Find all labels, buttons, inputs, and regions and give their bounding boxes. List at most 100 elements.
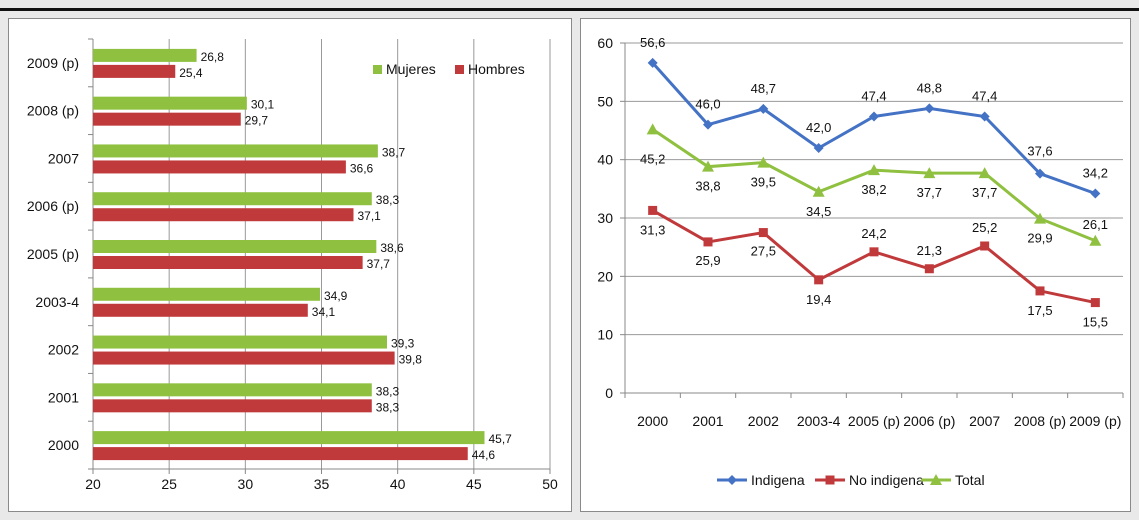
bar-value-label: 45,7 (488, 432, 512, 446)
data-label: 48,7 (751, 81, 776, 96)
data-label: 21,3 (917, 243, 942, 258)
legend-label: Mujeres (386, 61, 436, 77)
data-point-indigena (813, 143, 824, 153)
bar-hombres (93, 256, 363, 269)
x-tick-label: 30 (238, 476, 254, 492)
legend-marker (727, 475, 737, 485)
data-point-total (923, 167, 936, 179)
data-point-indigena (869, 111, 879, 122)
data-point-indigena (924, 103, 935, 114)
category-label: 2005 (p) (848, 413, 900, 429)
bar-hombres (93, 208, 354, 222)
data-point-total (702, 160, 714, 172)
bar-hombres (93, 64, 176, 78)
x-tick-label: 40 (390, 476, 406, 492)
bar-value-label: 38,3 (376, 193, 400, 207)
category-label: 2006 (p) (903, 413, 955, 429)
y-tick-label: 30 (597, 210, 613, 226)
bar-chart: 20 25 30 35 40 45 50 2009 (p) 26,8 25,4 2008 (p) 30… (27, 38, 558, 492)
x-tick-label: 50 (542, 476, 558, 492)
data-point-no-indigena (924, 264, 934, 274)
bar-mujeres (93, 96, 247, 110)
category-label: 2000 (48, 437, 79, 453)
category-label: 2001 (48, 389, 79, 405)
legend-label: No indigena (849, 472, 924, 488)
bar-value-label: 39,3 (391, 337, 415, 351)
data-label: 37,6 (1027, 144, 1052, 159)
data-label: 27,5 (751, 244, 776, 259)
bar-value-label: 34,9 (324, 289, 348, 303)
category-label: 2000 (637, 413, 668, 429)
data-point-no-indigena (703, 237, 713, 247)
data-label: 31,3 (640, 222, 665, 237)
bar-mujeres (93, 48, 197, 62)
data-point-total (757, 156, 770, 168)
bar-value-label: 25,4 (179, 66, 203, 80)
bar-value-label: 38,3 (376, 384, 400, 398)
x-tick-label: 35 (314, 476, 330, 492)
bar-value-label: 39,8 (399, 353, 423, 367)
bar-value-label: 38,6 (380, 241, 404, 255)
bar-mujeres (93, 287, 320, 301)
legend-marker (930, 474, 942, 485)
data-label: 38,8 (695, 179, 720, 194)
data-point-no-indigena (1090, 298, 1100, 308)
legend-label: Indigena (751, 472, 805, 488)
category-label: 2006 (p) (27, 198, 79, 214)
bar-hombres (93, 399, 372, 413)
bar-hombres (93, 351, 395, 365)
bar-mujeres (93, 335, 388, 349)
category-label: 2003-4 (35, 294, 79, 310)
category-label: 2003-4 (797, 413, 841, 429)
bar-value-label: 37,7 (367, 257, 391, 271)
data-label: 24,2 (861, 226, 886, 241)
data-label: 25,9 (695, 253, 720, 268)
bar-mujeres (93, 144, 378, 158)
bar-value-label: 30,1 (251, 98, 275, 112)
bar-hombres (93, 447, 468, 461)
category-label: 2005 (p) (27, 246, 79, 262)
data-point-indigena (647, 57, 658, 68)
data-label: 48,8 (917, 80, 942, 95)
x-tick-label: 25 (161, 476, 177, 492)
bar-chart-panel: 20 25 30 35 40 45 50 2009 (p) 26,8 25,4 2008 (p) 30… (8, 18, 572, 512)
data-point-total (868, 164, 880, 176)
y-tick-label: 60 (597, 35, 613, 51)
bar-mujeres (93, 431, 485, 445)
category-label: 2001 (692, 413, 723, 429)
data-point-no-indigena (980, 241, 990, 251)
legend-marker (825, 475, 835, 485)
bar-hombres (93, 160, 346, 174)
data-label: 26,1 (1083, 217, 1108, 232)
top-rule (0, 8, 1139, 11)
data-point-total (978, 167, 991, 179)
category-label: 2009 (p) (27, 55, 79, 71)
data-label: 39,5 (751, 175, 776, 190)
data-point-no-indigena (814, 275, 824, 285)
data-label: 15,5 (1083, 315, 1108, 330)
bar-value-label: 26,8 (201, 50, 225, 64)
category-label: 2008 (p) (1014, 413, 1066, 429)
bar-value-label: 38,3 (376, 400, 400, 414)
data-point-indigena (758, 103, 769, 114)
legend-swatch-hombres (455, 65, 464, 74)
data-label: 37,7 (972, 185, 997, 200)
y-tick-label: 20 (597, 268, 613, 284)
data-label: 47,4 (861, 89, 886, 104)
category-label: 2007 (969, 413, 1000, 429)
x-tick-label: 45 (466, 476, 482, 492)
category-label: 2002 (748, 413, 779, 429)
data-label: 47,4 (972, 89, 997, 104)
bar-hombres (93, 303, 308, 317)
category-label: 2007 (48, 150, 79, 166)
line-chart-panel: 0 10 20 30 40 50 60 2000 2001 2002 2003-4 2005 (p) 2… (580, 18, 1131, 512)
data-point-total (646, 123, 659, 135)
data-label: 42,0 (806, 120, 831, 135)
data-point-no-indigena (1035, 286, 1045, 296)
y-tick-label: 40 (597, 152, 613, 168)
legend-label: Total (955, 472, 985, 488)
data-point-total (812, 185, 825, 197)
bar-mujeres (93, 240, 377, 253)
data-label: 45,2 (640, 151, 665, 166)
data-label: 37,7 (917, 185, 942, 200)
